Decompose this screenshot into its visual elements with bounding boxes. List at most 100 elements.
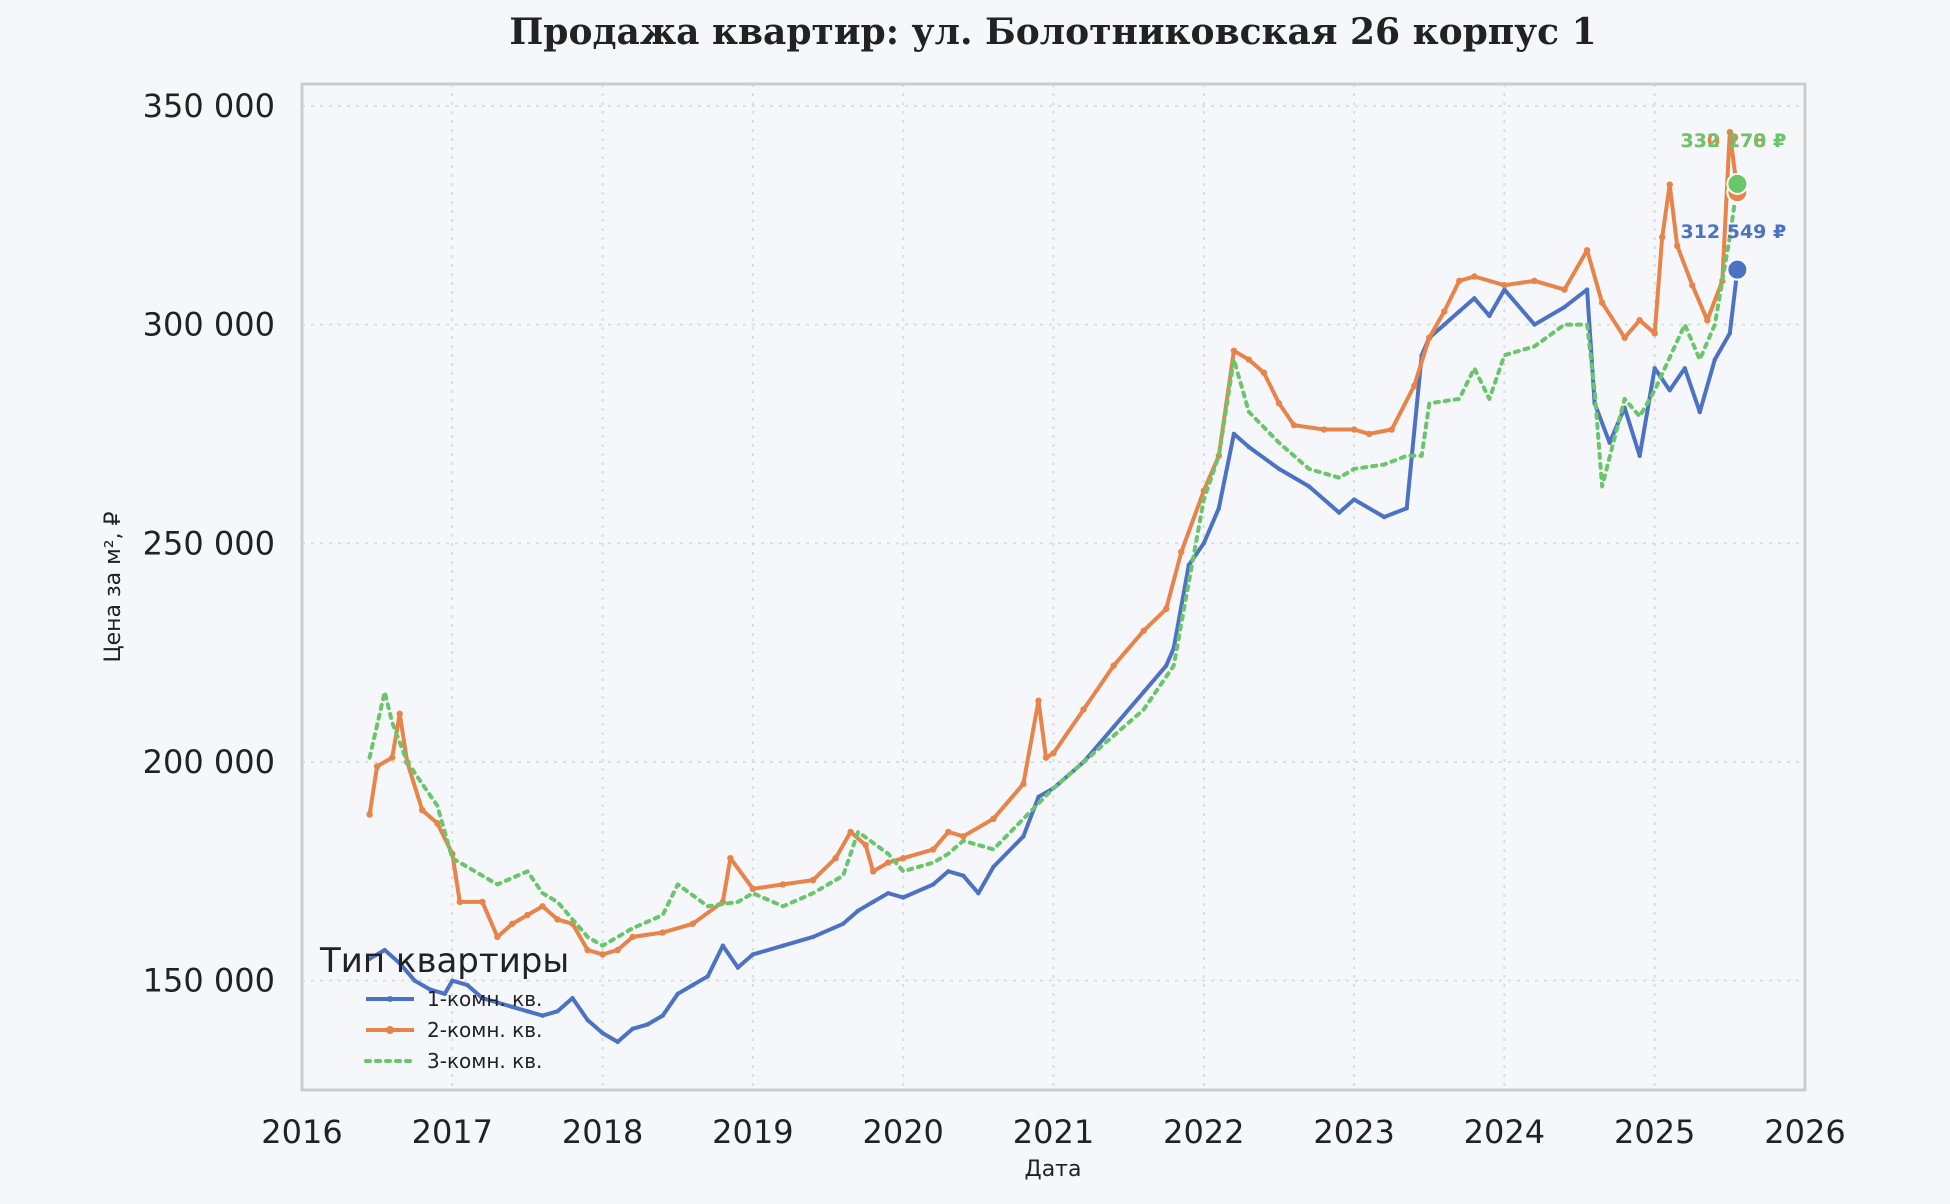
data-point-1 — [840, 921, 846, 926]
data-point-1 — [1404, 506, 1409, 511]
data-point-2 — [366, 811, 373, 818]
data-point-1 — [976, 890, 981, 896]
data-point-1 — [645, 1022, 650, 1027]
data-point-1 — [585, 1017, 590, 1023]
data-point-1 — [1584, 287, 1590, 292]
x-axis-ticks: 2016 2017 2018 2019 2020 2021 2022 2023 2024 2025… — [261, 1113, 1845, 1151]
data-point-2 — [900, 854, 907, 862]
data-point-1 — [961, 873, 966, 878]
data-point-1 — [1201, 541, 1207, 546]
data-point-2 — [1411, 382, 1418, 389]
data-point-2 — [1636, 316, 1643, 324]
data-point-1 — [1276, 466, 1282, 472]
data-point-1 — [442, 991, 447, 996]
data-point-1 — [1111, 724, 1116, 730]
data-point-2 — [809, 876, 817, 884]
data-point-1 — [750, 952, 756, 957]
data-point-2 — [1689, 282, 1696, 289]
chart-title: Продажа квартир: ул. Болотниковская 26 к… — [509, 11, 1596, 53]
data-point-1 — [1351, 497, 1357, 502]
data-point-1 — [397, 960, 402, 966]
data-point-2 — [847, 828, 854, 836]
data-point-2 — [1350, 426, 1358, 433]
data-point-1 — [1727, 331, 1733, 336]
data-point-1 — [1246, 444, 1252, 450]
x-tick-label: 2019 — [712, 1113, 793, 1151]
data-point-2 — [1042, 754, 1050, 761]
data-point-1 — [991, 864, 996, 870]
data-point-2 — [869, 868, 877, 875]
data-point-2 — [659, 929, 666, 936]
legend-marker-1 — [387, 996, 393, 1002]
data-point-2 — [1388, 426, 1395, 433]
data-point-2 — [960, 833, 967, 840]
data-point-2 — [614, 946, 621, 954]
data-point-2 — [832, 854, 839, 862]
data-point-1 — [720, 943, 726, 948]
data-point-2 — [990, 815, 997, 823]
data-point-2 — [945, 828, 952, 836]
data-point-2 — [479, 898, 486, 906]
data-point-2 — [749, 885, 757, 892]
data-point-1 — [1667, 387, 1672, 393]
data-point-2 — [1080, 706, 1087, 713]
end-point-marker — [1726, 258, 1749, 281]
data-point-1 — [901, 895, 906, 900]
data-point-2 — [1245, 356, 1253, 363]
data-point-1 — [1442, 322, 1447, 327]
data-point-1 — [495, 1000, 500, 1005]
data-point-2 — [584, 946, 591, 954]
y-axis-label: Цена за м², ₽ — [101, 511, 126, 662]
data-point-2 — [1471, 273, 1478, 280]
data-point-1 — [1021, 834, 1026, 839]
data-point-1 — [412, 978, 417, 983]
data-point-2 — [1666, 181, 1673, 188]
data-point-2 — [727, 854, 734, 862]
data-point-1 — [870, 899, 876, 905]
data-point-1 — [1231, 431, 1237, 437]
data-point-1 — [382, 947, 387, 953]
y-tick-label: 250 000 — [143, 524, 275, 562]
grid — [301, 84, 1806, 1090]
data-point-1 — [1697, 409, 1702, 415]
data-point-1 — [615, 1039, 620, 1045]
annotations: 312 549 ₽ 330 278 ₽332 170 ₽ — [1680, 130, 1786, 281]
data-point-1 — [630, 1026, 635, 1031]
y-tick-label: 150 000 — [143, 962, 275, 1000]
data-point-1 — [1457, 309, 1462, 314]
legend-label: 1-комн. кв. — [427, 987, 542, 1011]
data-point-1 — [465, 982, 470, 988]
data-point-1 — [525, 1009, 530, 1014]
legend: Тип квартиры 1-комн. кв. 2-комн. кв. 3-ком… — [319, 941, 569, 1073]
data-point-2 — [434, 819, 441, 827]
data-point-1 — [660, 1013, 665, 1018]
data-point-2 — [1320, 426, 1328, 433]
data-point-1 — [1336, 510, 1342, 515]
end-value-label: 332 170 ₽ — [1680, 130, 1786, 152]
data-point-1 — [885, 890, 891, 896]
end-value-label: 312 549 ₽ — [1680, 221, 1786, 243]
data-point-1 — [1216, 506, 1222, 511]
data-point-1 — [855, 908, 861, 913]
data-point-2 — [862, 841, 869, 849]
data-point-2 — [509, 920, 516, 927]
y-tick-label: 300 000 — [143, 306, 275, 344]
data-point-1 — [600, 1030, 605, 1036]
data-point-2 — [1290, 421, 1298, 429]
data-point-2 — [1726, 128, 1734, 136]
data-point-1 — [780, 943, 786, 948]
legend-label: 2-комн. кв. — [427, 1018, 542, 1042]
data-point-2 — [1651, 330, 1658, 337]
data-point-2 — [1659, 233, 1666, 241]
data-point-2 — [396, 710, 403, 718]
data-point-1 — [931, 882, 936, 887]
y-tick-label: 200 000 — [143, 743, 275, 781]
data-point-2 — [1110, 662, 1117, 669]
data-point-1 — [1036, 794, 1041, 800]
data-point-2 — [419, 806, 426, 814]
legend-title: Тип квартиры — [319, 941, 569, 981]
x-tick-label: 2020 — [862, 1113, 943, 1151]
data-point-1 — [450, 978, 455, 983]
legend-items: 1-комн. кв. 2-комн. кв. 3-комн. кв. — [364, 987, 542, 1073]
